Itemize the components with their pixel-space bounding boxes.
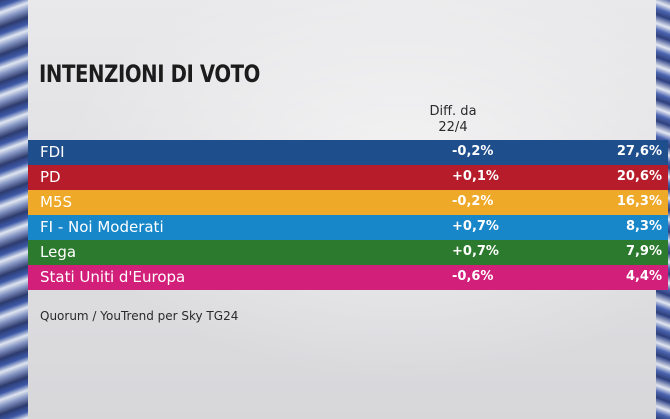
percentage-value: 7,9% [625, 244, 662, 259]
party-name: Stati Uniti d'Europa [40, 268, 186, 286]
diff-value: -0,6% [452, 269, 494, 284]
percentage-value: 8,3% [625, 219, 662, 234]
column-header-label: Diff. da 22/4 [429, 104, 477, 135]
diff-value: +0,1% [452, 169, 499, 184]
table-row: FDI -0,2% 27,6% [28, 140, 668, 165]
party-name: M5S [40, 193, 73, 211]
diff-value: -0,2% [452, 144, 494, 159]
table-row: PD +0,1% 20,6% [28, 165, 668, 190]
diff-value: +0,7% [452, 219, 499, 234]
left-decorative-image [0, 0, 28, 419]
party-name: Lega [40, 243, 77, 261]
table-row: Stati Uniti d'Europa -0,6% 4,4% [28, 265, 668, 290]
table-row: M5S -0,2% 16,3% [28, 190, 668, 215]
percentage-value: 27,6% [616, 144, 662, 159]
party-name: FI - Noi Moderati [40, 218, 164, 236]
percentage-value: 4,4% [625, 269, 662, 284]
party-name: FDI [40, 143, 65, 161]
table-row: FI - Noi Moderati +0,7% 8,3% [28, 215, 668, 240]
percentage-value: 16,3% [616, 194, 662, 209]
party-name: PD [40, 168, 61, 186]
source-note: Quorum / YouTrend per Sky TG24 [40, 309, 239, 323]
diff-value: +0,7% [452, 244, 499, 259]
table-row: Lega +0,7% 7,9% [28, 240, 668, 265]
column-header-diff: Diff. da 22/4 [418, 104, 488, 136]
percentage-value: 20,6% [616, 169, 662, 184]
chart-title: INTENZIONI DI VOTO [39, 60, 261, 88]
results-table: FDI -0,2% 27,6% PD +0,1% 20,6% M5S -0,2% 16,3% FI… [28, 140, 668, 290]
diff-value: -0,2% [452, 194, 494, 209]
